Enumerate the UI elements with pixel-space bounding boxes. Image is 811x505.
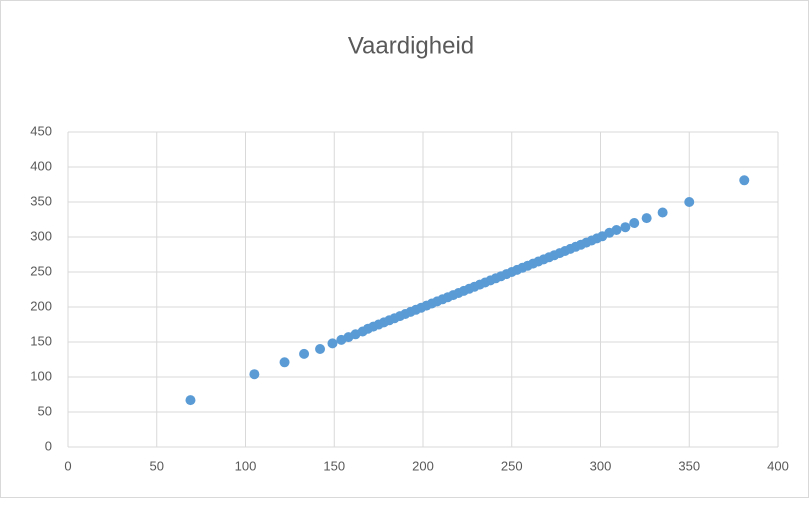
x-tick-label: 150 xyxy=(323,458,345,473)
y-tick-label: 0 xyxy=(45,438,52,453)
point xyxy=(641,213,652,224)
point xyxy=(249,369,260,380)
x-tick-label: 0 xyxy=(64,458,71,473)
point xyxy=(657,207,668,218)
y-tick-label: 200 xyxy=(30,298,52,313)
point xyxy=(315,344,326,354)
y-tick-label: 50 xyxy=(38,403,52,418)
x-tick-label: 350 xyxy=(678,458,700,473)
y-tick-label: 150 xyxy=(30,333,52,348)
x-tick-label: 100 xyxy=(235,458,257,473)
point xyxy=(629,218,640,228)
y-tick-label: 300 xyxy=(30,228,52,243)
point xyxy=(739,175,750,186)
point xyxy=(185,395,196,406)
point xyxy=(299,348,310,359)
point xyxy=(620,222,631,233)
x-tick-label: 50 xyxy=(150,458,164,473)
point xyxy=(684,197,695,207)
y-tick-label: 250 xyxy=(30,263,52,278)
point xyxy=(611,225,622,235)
point xyxy=(327,338,338,349)
y-tick-label: 400 xyxy=(30,158,52,173)
x-tick-label: 400 xyxy=(767,458,789,473)
y-tick-label: 450 xyxy=(30,123,52,138)
point xyxy=(279,357,290,368)
chart-title: Vaardigheid xyxy=(348,32,474,59)
y-tick-label: 100 xyxy=(30,368,52,383)
x-tick-label: 200 xyxy=(412,458,434,473)
y-tick-label: 350 xyxy=(30,193,52,208)
x-tick-label: 300 xyxy=(590,458,612,473)
x-tick-label: 250 xyxy=(501,458,523,473)
